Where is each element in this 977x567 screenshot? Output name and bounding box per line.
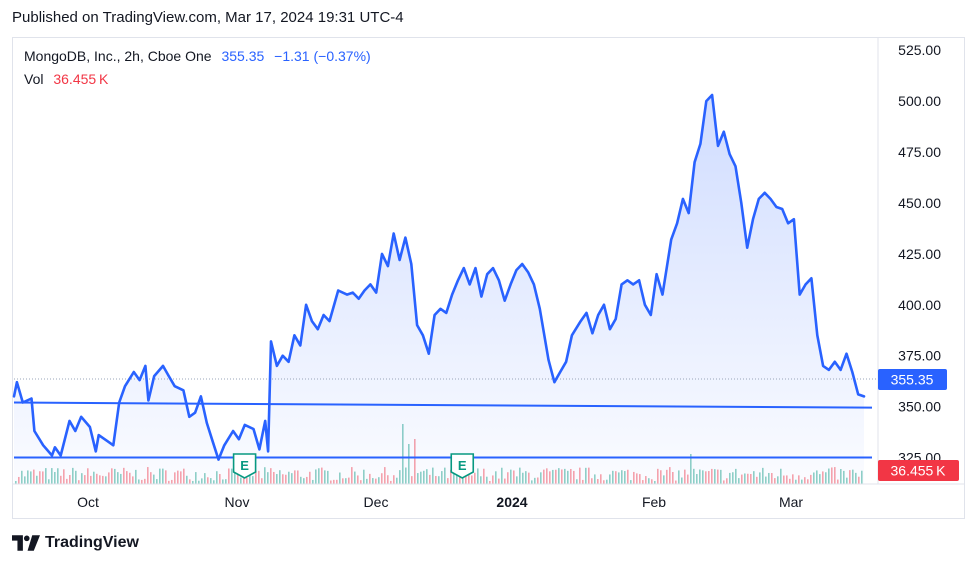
y-tick-label: 375.00 (898, 348, 941, 364)
x-tick-label: Oct (77, 494, 99, 510)
symbol-title[interactable]: MongoDB, Inc., 2h, Cboe One (24, 48, 212, 64)
price-area-fill (14, 95, 864, 484)
legend-change: −1.31 (−0.37%) (274, 48, 371, 64)
last-price-label: 355.35 (878, 369, 947, 390)
volume-label: Vol (24, 71, 44, 87)
trend-lines (13, 401, 873, 459)
time-axis: Oct Nov Dec 2024 Feb Mar (77, 494, 803, 510)
price-line (12, 93, 866, 461)
volume-value: 36.455 K (53, 71, 109, 87)
x-tick-label: Nov (225, 494, 250, 510)
published-caption: Published on TradingView.com, Mar 17, 20… (12, 9, 404, 26)
y-tick-label: 475.00 (898, 144, 941, 160)
earnings-badge-icon (450, 453, 475, 479)
x-tick-label: Dec (364, 494, 389, 510)
price-axis: 325.00350.00375.00400.00425.00450.00475.… (898, 42, 941, 465)
y-tick-label: 450.00 (898, 195, 941, 211)
volume-value-text: 36.455 K (891, 463, 947, 479)
y-tick-label: 425.00 (898, 246, 941, 262)
earnings-marker-1[interactable]: E (232, 453, 257, 479)
earnings-letter: E (240, 458, 249, 473)
chart-legend: MongoDB, Inc., 2h, Cboe One 355.35 −1.31… (24, 48, 371, 64)
tradingview-logo-icon (12, 535, 40, 551)
y-tick-label: 350.00 (898, 399, 941, 415)
x-tick-label: 2024 (496, 494, 527, 510)
volume-value-label: 36.455 K (878, 460, 959, 481)
y-tick-label: 525.00 (898, 42, 941, 58)
x-tick-label: Feb (642, 494, 666, 510)
last-price-text: 355.35 (891, 372, 934, 388)
tradingview-footer[interactable]: TradingView (12, 534, 139, 552)
earnings-letter: E (458, 458, 467, 473)
earnings-badge-icon (232, 453, 257, 479)
trend-line-1[interactable] (13, 401, 873, 409)
tradingview-brand: TradingView (45, 534, 139, 551)
chart-frame (12, 37, 965, 519)
y-tick-label: 400.00 (898, 297, 941, 313)
x-tick-label: Mar (779, 494, 803, 510)
legend-price: 355.35 (221, 48, 265, 64)
volume-legend: Vol 36.455 K (24, 71, 108, 87)
y-tick-label: 500.00 (898, 93, 941, 109)
earnings-marker-2[interactable]: E (450, 453, 475, 479)
